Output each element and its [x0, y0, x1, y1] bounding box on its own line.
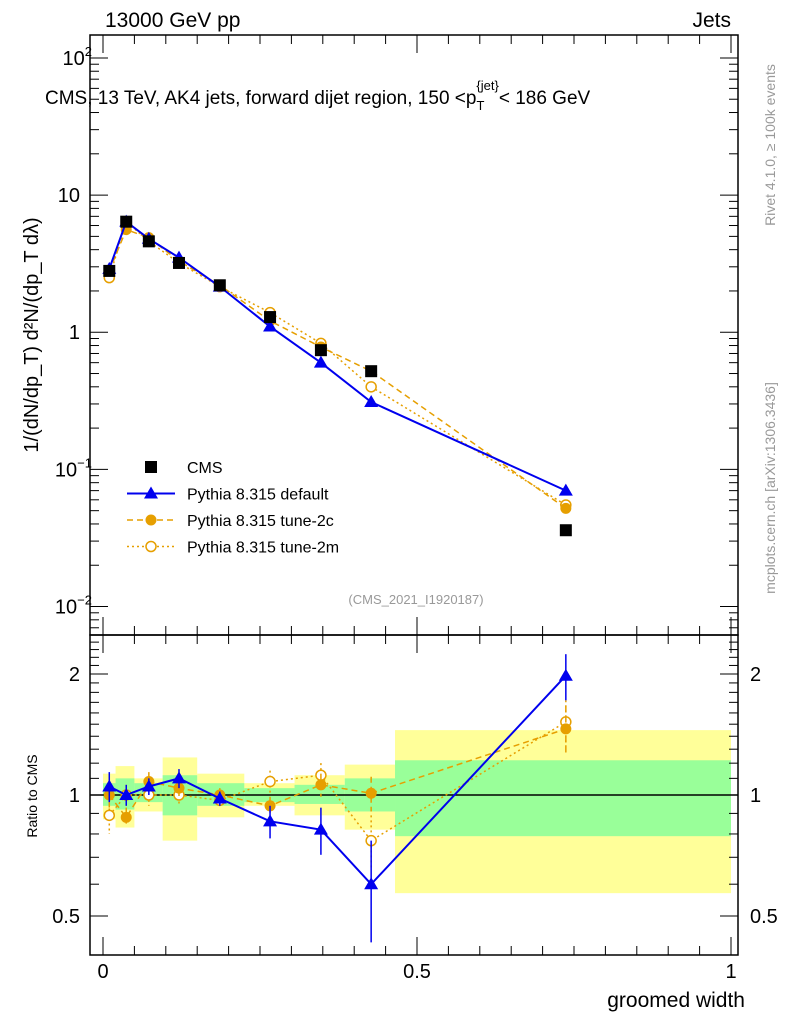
y-tick-label: 10−1 [55, 455, 92, 481]
mcplots-label: mcplots.cern.ch [arXiv:1306.3436] [762, 382, 778, 594]
point-cms [314, 344, 327, 357]
ratio-axis-label: Ratio to CMS [24, 754, 40, 837]
ratio-point-pythia-8-315-tune-2c [315, 779, 327, 791]
line-pythia-8-315-tune-2c [108, 228, 567, 509]
ratio-point-pythia-8-315-tune-2c [120, 811, 132, 823]
legend-marker [144, 486, 158, 499]
analysis-tag: (CMS_2021_I1920187) [348, 592, 483, 607]
ratio-point-pythia-8-315-tune-2c [560, 723, 572, 735]
y-tick-label: 10−2 [55, 593, 92, 619]
point-cms [142, 235, 155, 248]
ratio-tick-label-left: 1 [69, 785, 80, 807]
ratio-point-pythia-8-315-tune-2c [365, 787, 377, 799]
legend: CMS Pythia 8.315 default Pythia 8.315 tune… [127, 460, 339, 557]
ratio-point-pythia-8-315-default [119, 788, 134, 800]
legend-label: Pythia 8.315 default [187, 487, 329, 504]
point-cms [213, 279, 226, 292]
ratio-point-pythia-8-315-default [364, 877, 379, 890]
x-axis-label: groomed width [607, 989, 745, 1012]
ratio-tick-label-left: 2 [69, 664, 80, 686]
header-left: 13000 GeV pp [105, 9, 240, 32]
point-cms [120, 215, 133, 228]
legend-marker [145, 461, 157, 473]
legend-label: Pythia 8.315 tune-2m [187, 540, 339, 557]
point-cms [103, 264, 116, 277]
y-tick-label: 1 [69, 322, 80, 344]
ratio-tick-label-right: 0.5 [750, 906, 778, 928]
point-pythia-8-315-default [263, 319, 278, 332]
legend-marker [145, 514, 157, 526]
plot-title: CMS, 13 TeV, AK4 jets, forward dijet reg… [45, 78, 591, 113]
x-tick-label: 1 [725, 961, 736, 983]
ratio-tick-label-right: 1 [750, 785, 761, 807]
point-cms [172, 256, 185, 269]
point-pythia-8-315-tune-2m [365, 381, 377, 393]
legend-label: CMS [187, 460, 223, 477]
point-cms [264, 311, 277, 324]
legend-label: Pythia 8.315 tune-2c [187, 513, 334, 530]
y-tick-label: 102 [63, 44, 92, 70]
ratio-point-pythia-8-315-default [313, 822, 328, 835]
ratio-point-pythia-8-315-tune-2m [103, 809, 116, 822]
ratio-tick-label-right: 2 [750, 664, 761, 686]
rivet-version-label: Rivet 4.1.0, ≥ 100k events [762, 64, 778, 226]
ratio-point-pythia-8-315-default [558, 668, 573, 681]
y-tick-label: 10 [58, 185, 80, 207]
point-pythia-8-315-tune-2c [560, 502, 572, 514]
header-right: Jets [692, 9, 731, 32]
ratio-tick-label-left: 0.5 [52, 906, 80, 928]
ratio-point-pythia-8-315-default [171, 771, 186, 784]
ratio-point-pythia-8-315-default [263, 814, 278, 827]
band-stat-bin [395, 760, 731, 837]
ratio-point-pythia-8-315-default [212, 791, 227, 804]
point-pythia-8-315-default [558, 483, 573, 496]
ratio-point-pythia-8-315-default [141, 779, 156, 792]
ratio-bands [90, 730, 738, 894]
point-pythia-8-315-default [364, 394, 379, 407]
x-tick-label: 0.5 [403, 961, 431, 983]
point-cms [559, 524, 572, 537]
ratio-point-pythia-8-315-default [102, 779, 117, 792]
ratio-point-pythia-8-315-tune-2m [264, 775, 276, 788]
x-tick-label: 0 [97, 961, 108, 983]
y-axis-label: 1/(dN/dp_T) d²N/(dp_T dλ) [21, 217, 43, 452]
point-cms [365, 365, 378, 378]
point-pythia-8-315-default [313, 355, 328, 368]
legend-marker [145, 540, 157, 553]
